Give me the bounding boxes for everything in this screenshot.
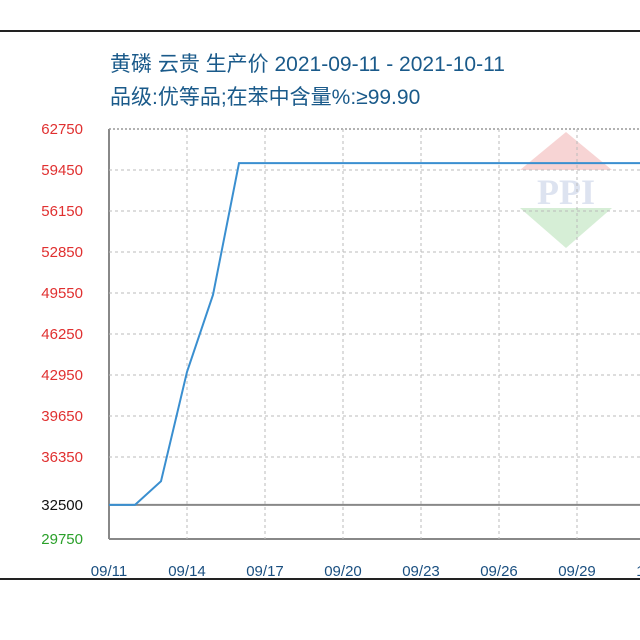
x-tick-label: 09/14 (168, 563, 206, 580)
y-tick-label: 32500 (41, 497, 83, 514)
x-tick-label: 09/23 (402, 563, 440, 580)
y-tick-label: 39650 (41, 408, 83, 425)
x-tick-label: 10/02 (636, 563, 640, 580)
chart-subtitle: 品级:优等品;在苯中含量%:≥99.90 (110, 86, 420, 109)
x-tick-label: 09/11 (91, 563, 127, 580)
y-tick-label: 62750 (41, 121, 83, 138)
chart-frame (0, 30, 640, 580)
x-tick-label: 09/29 (558, 563, 596, 580)
price-series-line (109, 162, 640, 506)
chart-title: 黄磷 云贵 生产价 2021-09-11 - 2021-10-11 (110, 53, 505, 76)
y-tick-label: 56150 (41, 203, 83, 220)
svg-text:PPI: PPI (537, 172, 595, 212)
x-tick-label: 09/26 (480, 563, 518, 580)
y-tick-label: 52850 (41, 244, 83, 261)
y-tick-label: 59450 (41, 162, 83, 179)
y-tick-label: 49550 (41, 285, 83, 302)
y-tick-label: 29750 (41, 531, 83, 548)
x-tick-label: 09/20 (324, 563, 362, 580)
x-tick-label: 09/17 (246, 563, 284, 580)
y-tick-label: 36350 (41, 449, 83, 466)
ppi-watermark-logo: PPI (520, 132, 612, 248)
y-tick-label: 46250 (41, 326, 83, 343)
y-tick-label: 42950 (41, 367, 83, 384)
